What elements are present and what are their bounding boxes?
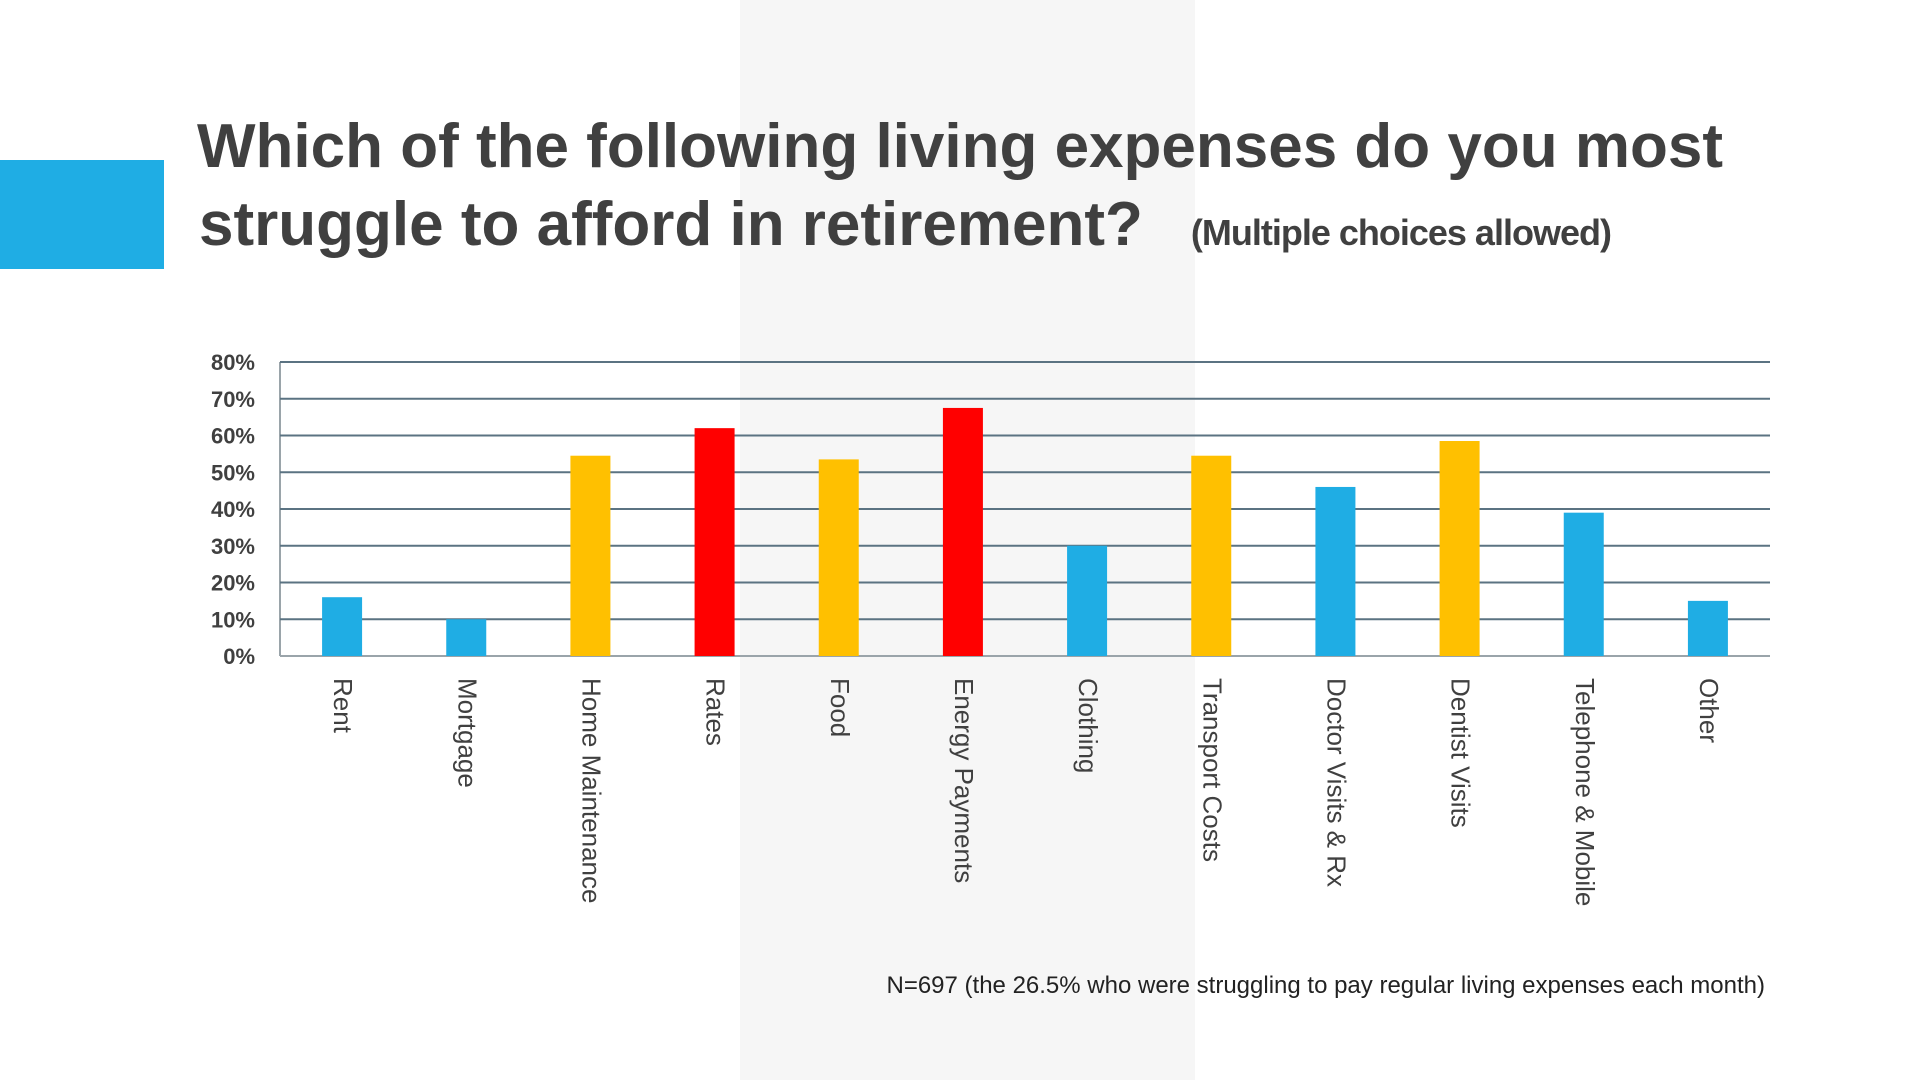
bar-energy-payments: [942, 407, 983, 656]
title-line-2: struggle to afford in retirement?: [199, 190, 1143, 259]
x-tick-label: Doctor Visits & Rx: [1321, 678, 1351, 887]
x-tick-label: Rent: [328, 678, 358, 734]
y-tick-label: 30%: [211, 534, 255, 559]
x-tick-label: Food: [825, 678, 855, 737]
x-tick-label: Telephone & Mobile: [1570, 678, 1600, 906]
bar-dentist-visits: [1439, 441, 1480, 656]
bar-telephone-mobile: [1563, 512, 1604, 656]
accent-block: [0, 160, 164, 269]
y-tick-label: 60%: [211, 424, 255, 449]
title-line-1: Which of the following living expenses d…: [197, 112, 1723, 181]
y-tick-label: 10%: [211, 607, 255, 632]
bar-rates: [694, 428, 735, 656]
y-tick-label: 40%: [211, 497, 255, 522]
x-tick-label: Rates: [701, 678, 731, 746]
bar-home-maintenance: [570, 455, 611, 656]
bar-rent: [322, 597, 363, 656]
y-tick-label: 20%: [211, 571, 255, 596]
y-tick-label: 50%: [211, 460, 255, 485]
bar-doctor-visits-rx: [1315, 486, 1356, 656]
x-tick-label: Transport Costs: [1197, 678, 1227, 862]
x-tick-label: Energy Payments: [949, 678, 979, 883]
y-tick-label: 0%: [223, 644, 255, 669]
bar-food: [818, 459, 859, 656]
x-tick-label: Other: [1694, 678, 1724, 743]
y-tick-label: 80%: [211, 350, 255, 375]
bar-clothing: [1067, 545, 1108, 656]
title-line-2-wrap: struggle to afford in retirement? (Multip…: [0, 186, 1920, 272]
x-tick-label: Mortgage: [452, 678, 482, 788]
y-tick-label: 70%: [211, 387, 255, 412]
bar-transport-costs: [1191, 455, 1232, 656]
x-tick-label: Home Maintenance: [576, 678, 606, 903]
title-subtitle: (Multiple choices allowed): [1190, 212, 1612, 253]
x-tick-label: Clothing: [1073, 678, 1103, 773]
bar-other: [1687, 600, 1728, 656]
bar-mortgage: [446, 619, 487, 656]
x-tick-label: Dentist Visits: [1446, 678, 1476, 828]
sample-size-footnote: N=697 (the 26.5% who were struggling to …: [886, 972, 1765, 999]
page-title: Which of the following living expenses d…: [0, 108, 1920, 272]
